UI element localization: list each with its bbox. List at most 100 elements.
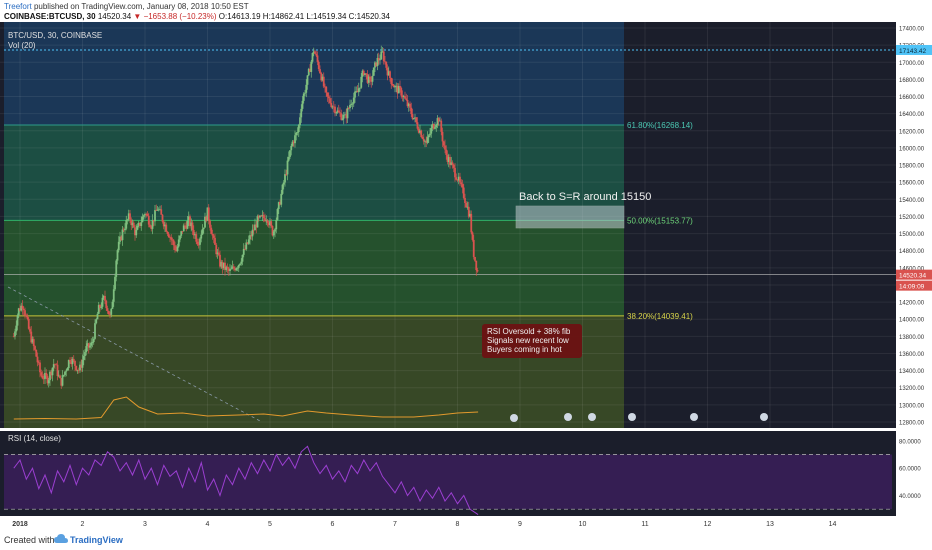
candle-body bbox=[281, 184, 284, 194]
candle-body bbox=[195, 234, 198, 242]
tradingview-cloud-icon bbox=[54, 534, 68, 543]
rsi-tick-label: 80.0000 bbox=[899, 439, 921, 445]
candle-body bbox=[435, 125, 438, 128]
candle-body bbox=[237, 265, 240, 268]
candle-body bbox=[440, 120, 443, 132]
fib-zone-lower bbox=[4, 220, 624, 316]
candle-body bbox=[41, 375, 44, 379]
x-tick-label: 14 bbox=[829, 521, 837, 528]
candle-body bbox=[174, 245, 176, 251]
candle-body bbox=[299, 117, 301, 126]
candle-body bbox=[396, 85, 399, 94]
candle-body bbox=[315, 53, 318, 56]
candle-body bbox=[357, 88, 360, 93]
candle-body bbox=[156, 209, 159, 211]
candle-body bbox=[66, 368, 69, 371]
y-tick-label: 13200.00 bbox=[899, 386, 925, 392]
footer: Created with TradingView bbox=[0, 531, 932, 550]
candle-body bbox=[255, 224, 258, 228]
last-price-tag: 14520.34 bbox=[899, 273, 926, 280]
candle-body bbox=[276, 209, 279, 220]
candle-body bbox=[259, 215, 261, 218]
candle-body bbox=[70, 361, 73, 365]
candle-body bbox=[311, 52, 314, 62]
candle-body bbox=[211, 233, 214, 236]
candle-body bbox=[372, 67, 375, 76]
rsi-label: RSI (14, close) bbox=[8, 434, 61, 443]
candle-body bbox=[410, 107, 413, 115]
ohlc-values: O:14613.19 H:14862.41 L:14519.34 C:14520… bbox=[218, 12, 391, 21]
candle-body bbox=[87, 343, 90, 348]
candle-body bbox=[454, 167, 456, 178]
candle-body bbox=[84, 352, 86, 357]
y-tick-label: 15400.00 bbox=[899, 198, 925, 204]
candle-body bbox=[101, 297, 104, 307]
candle-body bbox=[461, 184, 464, 188]
candle-body bbox=[442, 141, 445, 146]
candle-body bbox=[125, 220, 128, 229]
candle-body bbox=[475, 260, 478, 271]
candle-body bbox=[50, 371, 53, 376]
chart-area[interactable]: 61.80%(16268.14) 50.00%(15153.77) 38.20%(1… bbox=[0, 22, 932, 530]
candle-body bbox=[264, 218, 266, 222]
callout-line-2: Signals new recent low bbox=[487, 336, 569, 345]
rsi-axis: 80.0000 60.0000 40.0000 bbox=[899, 439, 921, 500]
candle-body bbox=[169, 237, 171, 239]
event-icon bbox=[760, 413, 768, 421]
candle-body bbox=[309, 68, 311, 72]
candle-body bbox=[217, 252, 220, 255]
candle-body bbox=[202, 227, 205, 230]
candle-body bbox=[354, 91, 356, 98]
candle-body bbox=[136, 225, 139, 230]
candle-body bbox=[67, 360, 70, 369]
candle-body bbox=[377, 58, 380, 61]
price-chart[interactable]: 61.80%(16268.14) 50.00%(15153.77) 38.20%(1… bbox=[0, 22, 932, 530]
candle-body bbox=[460, 182, 463, 185]
candle-body bbox=[225, 266, 228, 270]
candle-body bbox=[402, 96, 405, 98]
candle-body bbox=[312, 51, 315, 53]
candle-body bbox=[72, 358, 75, 361]
candle-body bbox=[12, 336, 15, 338]
y-tick-label: 14600.00 bbox=[899, 266, 925, 272]
candle-body bbox=[250, 235, 253, 237]
candle-body bbox=[110, 308, 113, 315]
candle-body bbox=[79, 364, 81, 371]
tradingview-brand[interactable]: TradingView bbox=[70, 535, 123, 545]
x-tick-label: 2 bbox=[81, 521, 85, 528]
candle-body bbox=[124, 228, 126, 231]
candle-body bbox=[355, 91, 358, 92]
candle-body bbox=[232, 266, 235, 269]
author-link[interactable]: Treefort bbox=[4, 2, 32, 11]
callout-box bbox=[482, 324, 582, 358]
candle-body bbox=[121, 229, 124, 241]
candle-body bbox=[142, 215, 145, 217]
x-tick-label: 4 bbox=[206, 521, 210, 528]
candle-body bbox=[284, 174, 286, 183]
y-tick-label: 16400.00 bbox=[899, 112, 925, 118]
candle-body bbox=[329, 98, 331, 104]
candle-body bbox=[54, 364, 56, 365]
candle-body bbox=[76, 369, 79, 371]
candle-body bbox=[267, 222, 270, 226]
candle-body bbox=[394, 86, 396, 88]
candle-body bbox=[350, 104, 353, 105]
candle-body bbox=[201, 229, 204, 235]
candle-body bbox=[112, 289, 115, 302]
candle-body bbox=[189, 216, 191, 227]
candle-body bbox=[411, 114, 414, 119]
candle-body bbox=[379, 59, 381, 61]
candle-body bbox=[184, 225, 186, 227]
y-axis: 17400.0017200.0017000.0016800.0016600.00… bbox=[899, 27, 925, 427]
candle-body bbox=[467, 206, 470, 217]
y-tick-label: 14000.00 bbox=[899, 318, 925, 324]
x-tick-label: 7 bbox=[393, 521, 397, 528]
candle-body bbox=[212, 235, 215, 238]
candle-body bbox=[200, 234, 203, 239]
candle-body bbox=[234, 268, 236, 271]
candle-body bbox=[322, 76, 325, 87]
event-icons[interactable] bbox=[510, 413, 768, 422]
candle-body bbox=[295, 132, 298, 136]
volume-label: Vol (20) bbox=[8, 41, 36, 50]
candle-body bbox=[364, 73, 366, 75]
